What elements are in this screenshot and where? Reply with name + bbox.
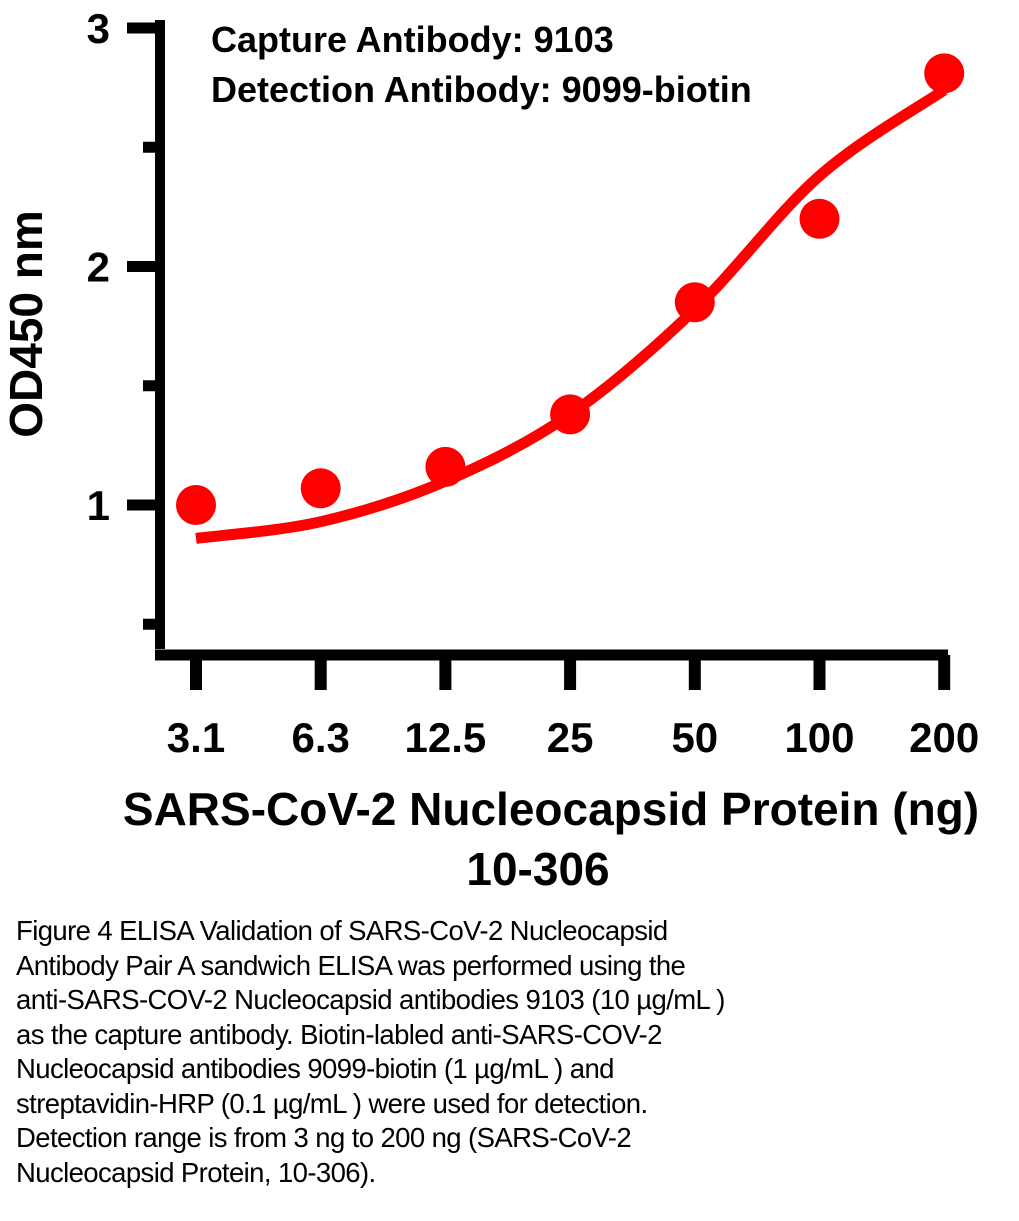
y-tick-label: 1 (87, 482, 110, 529)
x-tick-label: 25 (547, 714, 594, 761)
caption-line: streptavidin-HRP (0.1 µg/mL ) were used … (16, 1087, 648, 1119)
x-axis-title: SARS-CoV-2 Nucleocapsid Protein (ng) (123, 783, 979, 835)
caption-line: Antibody Pair A sandwich ELISA was perfo… (16, 949, 686, 981)
x-tick-label: 12.5 (405, 714, 487, 761)
figure-caption: Figure 4 ELISA Validation of SARS-CoV-2 … (16, 914, 1006, 1190)
data-point (176, 485, 216, 525)
data-point (674, 282, 715, 323)
elisa-chart: 1 2 3 3.1 6.3 12.5 25 50 100 200 Capture Antibod… (0, 5, 979, 895)
annotation-detection: Detection Antibody: 9099-biotin (211, 69, 752, 110)
x-tick-label: 6.3 (292, 714, 350, 761)
caption-line: as the capture antibody. Biotin-labled a… (16, 1018, 662, 1050)
y-tick-labels: 1 2 3 (87, 5, 110, 529)
data-point (300, 468, 341, 509)
y-axis-title: OD450 nm (0, 210, 52, 438)
data-point (924, 53, 965, 94)
fit-curve-layer (195, 85, 948, 544)
y-tick-label: 3 (87, 5, 110, 52)
data-point (425, 446, 466, 487)
x-tick-label: 50 (671, 714, 718, 761)
x-tick-label: 200 (909, 714, 979, 761)
annotation-capture: Capture Antibody: 9103 (211, 19, 614, 60)
fit-curve (195, 85, 948, 544)
x-tick-labels: 3.1 6.3 12.5 25 50 100 200 (167, 714, 979, 761)
caption-line: anti-SARS-COV-2 Nucleocapsid antibodies … (16, 984, 725, 1015)
data-point (550, 394, 591, 435)
data-points-layer (176, 53, 965, 525)
x-axis-subtitle: 10-306 (466, 843, 609, 895)
y-tick-label: 2 (87, 244, 110, 291)
x-tick-label: 3.1 (167, 714, 225, 761)
caption-line: Figure 4 ELISA Validation of SARS-CoV-2 … (16, 915, 668, 946)
caption-line: Detection range is from 3 ng to 200 ng (… (16, 1122, 632, 1153)
caption-line: Nucleocapsid antibodies 9099-biotin (1 µ… (16, 1053, 614, 1084)
caption-line: Nucleocapsid Protein, 10-306). (16, 1156, 376, 1188)
axes (127, 20, 951, 690)
data-point (799, 198, 840, 239)
x-tick-label: 100 (784, 714, 854, 761)
